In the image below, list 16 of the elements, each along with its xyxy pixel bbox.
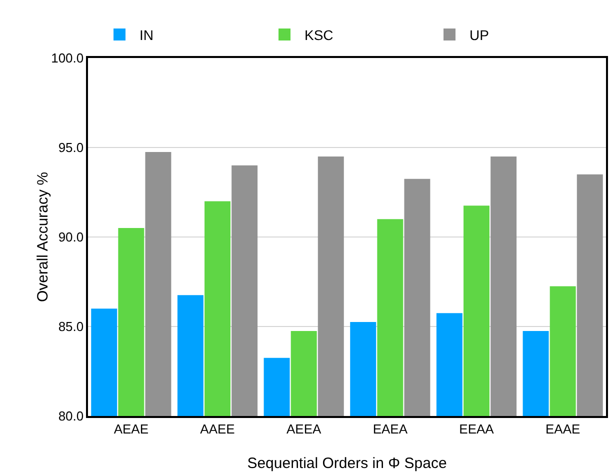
y-tick-label: 95.0 xyxy=(58,140,84,156)
x-tick-label: EAAE xyxy=(545,421,580,436)
y-tick-label: 100.0 xyxy=(51,50,84,66)
legend-label: KSC xyxy=(304,26,334,43)
y-tick-label: 80.0 xyxy=(58,408,84,424)
y-tick-label: 90.0 xyxy=(58,230,84,245)
legend-label: IN xyxy=(140,26,154,43)
x-tick-label: AEAE xyxy=(114,421,149,436)
legend-label: UP xyxy=(470,26,489,43)
x-tick-label: AAEE xyxy=(200,421,236,436)
y-tick-label: 85.0 xyxy=(58,319,84,334)
x-tick-label: EEAA xyxy=(459,421,494,436)
y-axis-title: Overall Accuracy % xyxy=(34,172,52,302)
x-tick-label: EAEA xyxy=(372,421,408,436)
x-tick-label: AEEA xyxy=(286,421,322,436)
x-axis-title: Sequential Orders in Φ Space xyxy=(247,455,447,472)
